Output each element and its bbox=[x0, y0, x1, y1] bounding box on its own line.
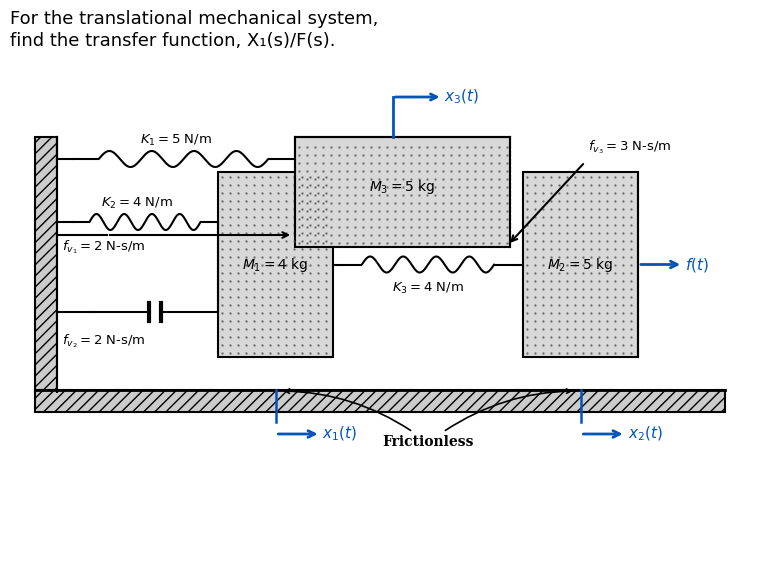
Text: $K_1 = 5\ \mathrm{N/m}$: $K_1 = 5\ \mathrm{N/m}$ bbox=[140, 133, 212, 148]
Text: find the transfer function, X₁(s)/F(s).: find the transfer function, X₁(s)/F(s). bbox=[10, 32, 336, 50]
Bar bbox=[523, 172, 638, 357]
Text: $M_1 = 4\ \mathrm{kg}$: $M_1 = 4\ \mathrm{kg}$ bbox=[242, 256, 309, 273]
Bar bbox=[218, 172, 333, 357]
Text: $M_3 = 5\ \mathrm{kg}$: $M_3 = 5\ \mathrm{kg}$ bbox=[369, 178, 435, 196]
Text: $f_{v_2} = 2\ \mathrm{N\text{-}s/m}$: $f_{v_2} = 2\ \mathrm{N\text{-}s/m}$ bbox=[62, 332, 146, 349]
Text: $x_1(t)$: $x_1(t)$ bbox=[323, 425, 358, 443]
Bar bbox=[35, 137, 57, 392]
Text: Frictionless: Frictionless bbox=[382, 435, 474, 449]
Text: $f_{v_3} = 3\ \mathrm{N\text{-}s/m}$: $f_{v_3} = 3\ \mathrm{N\text{-}s/m}$ bbox=[588, 138, 672, 156]
Text: $K_2 = 4\ \mathrm{N/m}$: $K_2 = 4\ \mathrm{N/m}$ bbox=[101, 196, 174, 211]
Text: $f_{v_1} = 2\ \mathrm{N\text{-}s/m}$: $f_{v_1} = 2\ \mathrm{N\text{-}s/m}$ bbox=[62, 238, 146, 256]
Text: For the translational mechanical system,: For the translational mechanical system, bbox=[10, 10, 379, 28]
Text: $x_3(t)$: $x_3(t)$ bbox=[445, 88, 480, 106]
Bar bbox=[35, 390, 725, 412]
Text: $M_2 = 5\ \mathrm{kg}$: $M_2 = 5\ \mathrm{kg}$ bbox=[548, 256, 614, 273]
Bar bbox=[295, 137, 510, 247]
Text: $f(t)$: $f(t)$ bbox=[685, 256, 709, 273]
Text: $K_3 = 4\ \mathrm{N/m}$: $K_3 = 4\ \mathrm{N/m}$ bbox=[392, 280, 464, 296]
Text: $x_2(t)$: $x_2(t)$ bbox=[627, 425, 663, 443]
